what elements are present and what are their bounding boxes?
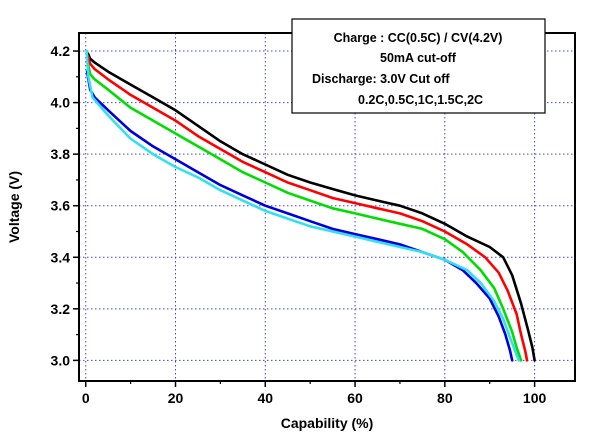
legend-line-cutoff: 50mA cut-off [380, 51, 457, 65]
x-tick-label: 40 [257, 390, 273, 406]
y-tick-labels: 3.0 3.2 3.4 3.6 3.8 4.0 4.2 [51, 43, 71, 368]
series-line-3 [86, 62, 523, 362]
legend-frame [291, 18, 546, 114]
axis-ticks [73, 50, 536, 387]
y-axis-title: Voltage (V) [6, 171, 22, 243]
x-tick-label: 80 [437, 390, 453, 406]
x-axis-title: Capability (%) [281, 415, 374, 431]
series-group [85, 49, 536, 362]
x-tick-label: 60 [347, 390, 363, 406]
x-tick-label: 20 [168, 390, 184, 406]
y-tick-label: 4.0 [51, 95, 71, 111]
y-tick-label: 4.2 [51, 43, 71, 59]
y-tick-label: 3.0 [51, 352, 71, 368]
x-tick-labels: 0 20 40 60 80 100 [82, 390, 547, 406]
series-line-5 [85, 49, 521, 362]
legend-box: Charge : CC(0.5C) / CV(4.2V) 50mA cut-of… [291, 18, 546, 114]
legend-line-charge: Charge : CC(0.5C) / CV(4.2V) [334, 31, 503, 45]
series-line-2 [86, 54, 529, 362]
x-tick-label: 0 [82, 390, 90, 406]
legend-line-rates: 0.2C,0.5C,1C,1.5C,2C [358, 93, 483, 107]
y-tick-label: 3.2 [51, 301, 71, 317]
x-tick-label: 100 [523, 390, 547, 406]
series-line-4 [85, 70, 514, 362]
y-tick-label: 3.8 [51, 146, 71, 162]
legend-line-discharge: Discharge: 3.0V Cut off [312, 72, 450, 86]
y-tick-label: 3.4 [51, 249, 71, 265]
y-tick-label: 3.6 [51, 198, 71, 214]
series-line-1 [86, 52, 536, 362]
